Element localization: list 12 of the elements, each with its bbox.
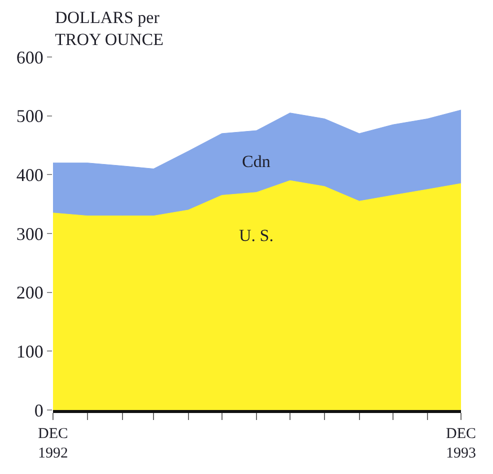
y-tick-label: 300 [16,224,44,244]
series-label: U. S. [239,226,274,245]
y-tick-label: 400 [16,164,44,185]
y-tick-label: 0 [34,400,44,420]
y-tick-label: 600 [16,47,44,68]
x-tick-label: DEC 1993 [446,426,476,462]
y-axis-title: DOLLARS per TROY OUNCE [55,8,164,50]
series-label: Cdn [242,152,271,171]
y-tick-label: 200 [16,282,44,303]
y-tick-label: 500 [16,106,44,126]
y-tick-label: 100 [16,341,44,362]
x-tick-label: DEC 1992 [38,426,68,462]
